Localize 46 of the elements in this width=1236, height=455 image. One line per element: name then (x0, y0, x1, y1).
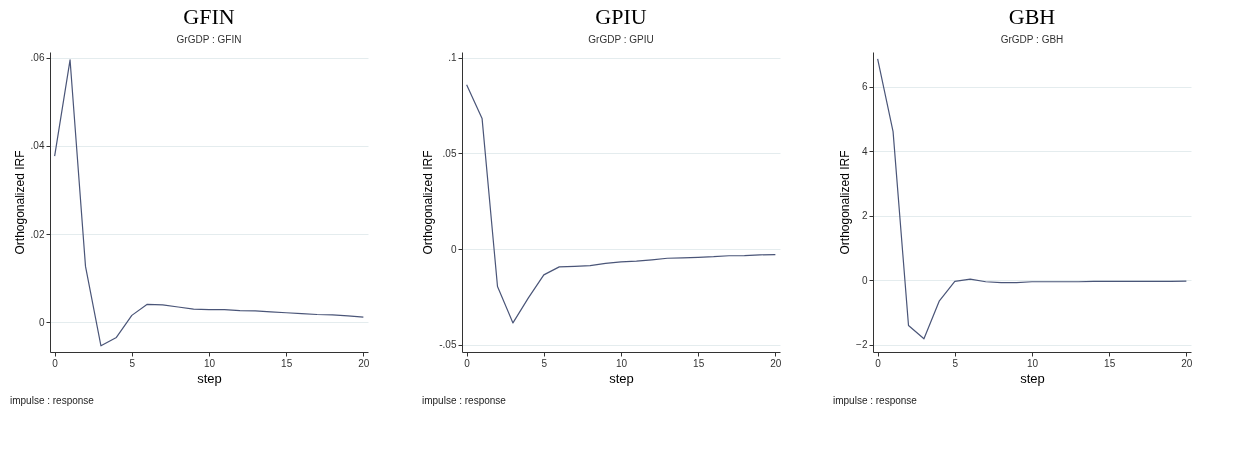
x-tick-label: 5 (952, 357, 959, 369)
x-tick-label: 5 (541, 357, 548, 369)
x-tick-label: 15 (281, 357, 293, 369)
chart-subtitle: GrGDP : GFIN (176, 34, 242, 45)
y-tick-label: 0 (861, 274, 868, 286)
y-tick-label: 0 (38, 316, 45, 328)
x-tick-label: 20 (358, 357, 370, 369)
line-series (54, 59, 364, 347)
y-tick-label: 2 (861, 210, 868, 222)
chart-subtitle: GrGDP : GPIU (588, 34, 654, 45)
x-tick-label: 10 (203, 357, 216, 369)
y-axis-title: Orthogonalized IRF (838, 150, 853, 255)
x-axis-title: step (609, 370, 634, 386)
x-axis-title: step (197, 370, 222, 386)
x-tick-label: 15 (693, 357, 705, 369)
x-tick-label: 0 (464, 357, 471, 369)
chart-title: GPIU (595, 4, 647, 29)
x-tick-label: 10 (1026, 357, 1039, 369)
x-tick-label: 10 (615, 357, 628, 369)
y-tick-label: .04 (30, 140, 45, 152)
text: impulse : response (10, 395, 95, 406)
x-axis-title: step (1020, 370, 1045, 386)
y-tick-label: .1 (448, 52, 457, 64)
x-tick-label: 20 (1181, 357, 1193, 369)
line-series (466, 84, 776, 324)
chart-title: GFIN (183, 4, 235, 29)
x-tick-label: 20 (770, 357, 782, 369)
y-tick-label: -.05 (439, 339, 457, 351)
y-tick-label: −2 (856, 339, 868, 351)
chart-title: GBH (1008, 4, 1056, 29)
y-tick-label: 6 (861, 81, 868, 93)
y-axis-title: Orthogonalized IRF (12, 150, 27, 255)
x-tick-label: 5 (129, 357, 136, 369)
y-tick-label: 4 (861, 145, 868, 157)
text: impulse : response (422, 395, 507, 406)
y-tick-label: .05 (442, 147, 457, 159)
text: impulse : response (833, 395, 918, 406)
chart-subtitle: GrGDP : GBH (1000, 34, 1064, 45)
line-series (877, 58, 1187, 340)
x-tick-label: 0 (875, 357, 882, 369)
x-tick-label: 15 (1104, 357, 1116, 369)
y-axis-title: Orthogonalized IRF (421, 150, 436, 255)
x-tick-label: 0 (52, 357, 59, 369)
y-tick-label: .06 (30, 52, 45, 64)
y-tick-label: 0 (450, 243, 457, 255)
y-tick-label: .02 (30, 228, 45, 240)
